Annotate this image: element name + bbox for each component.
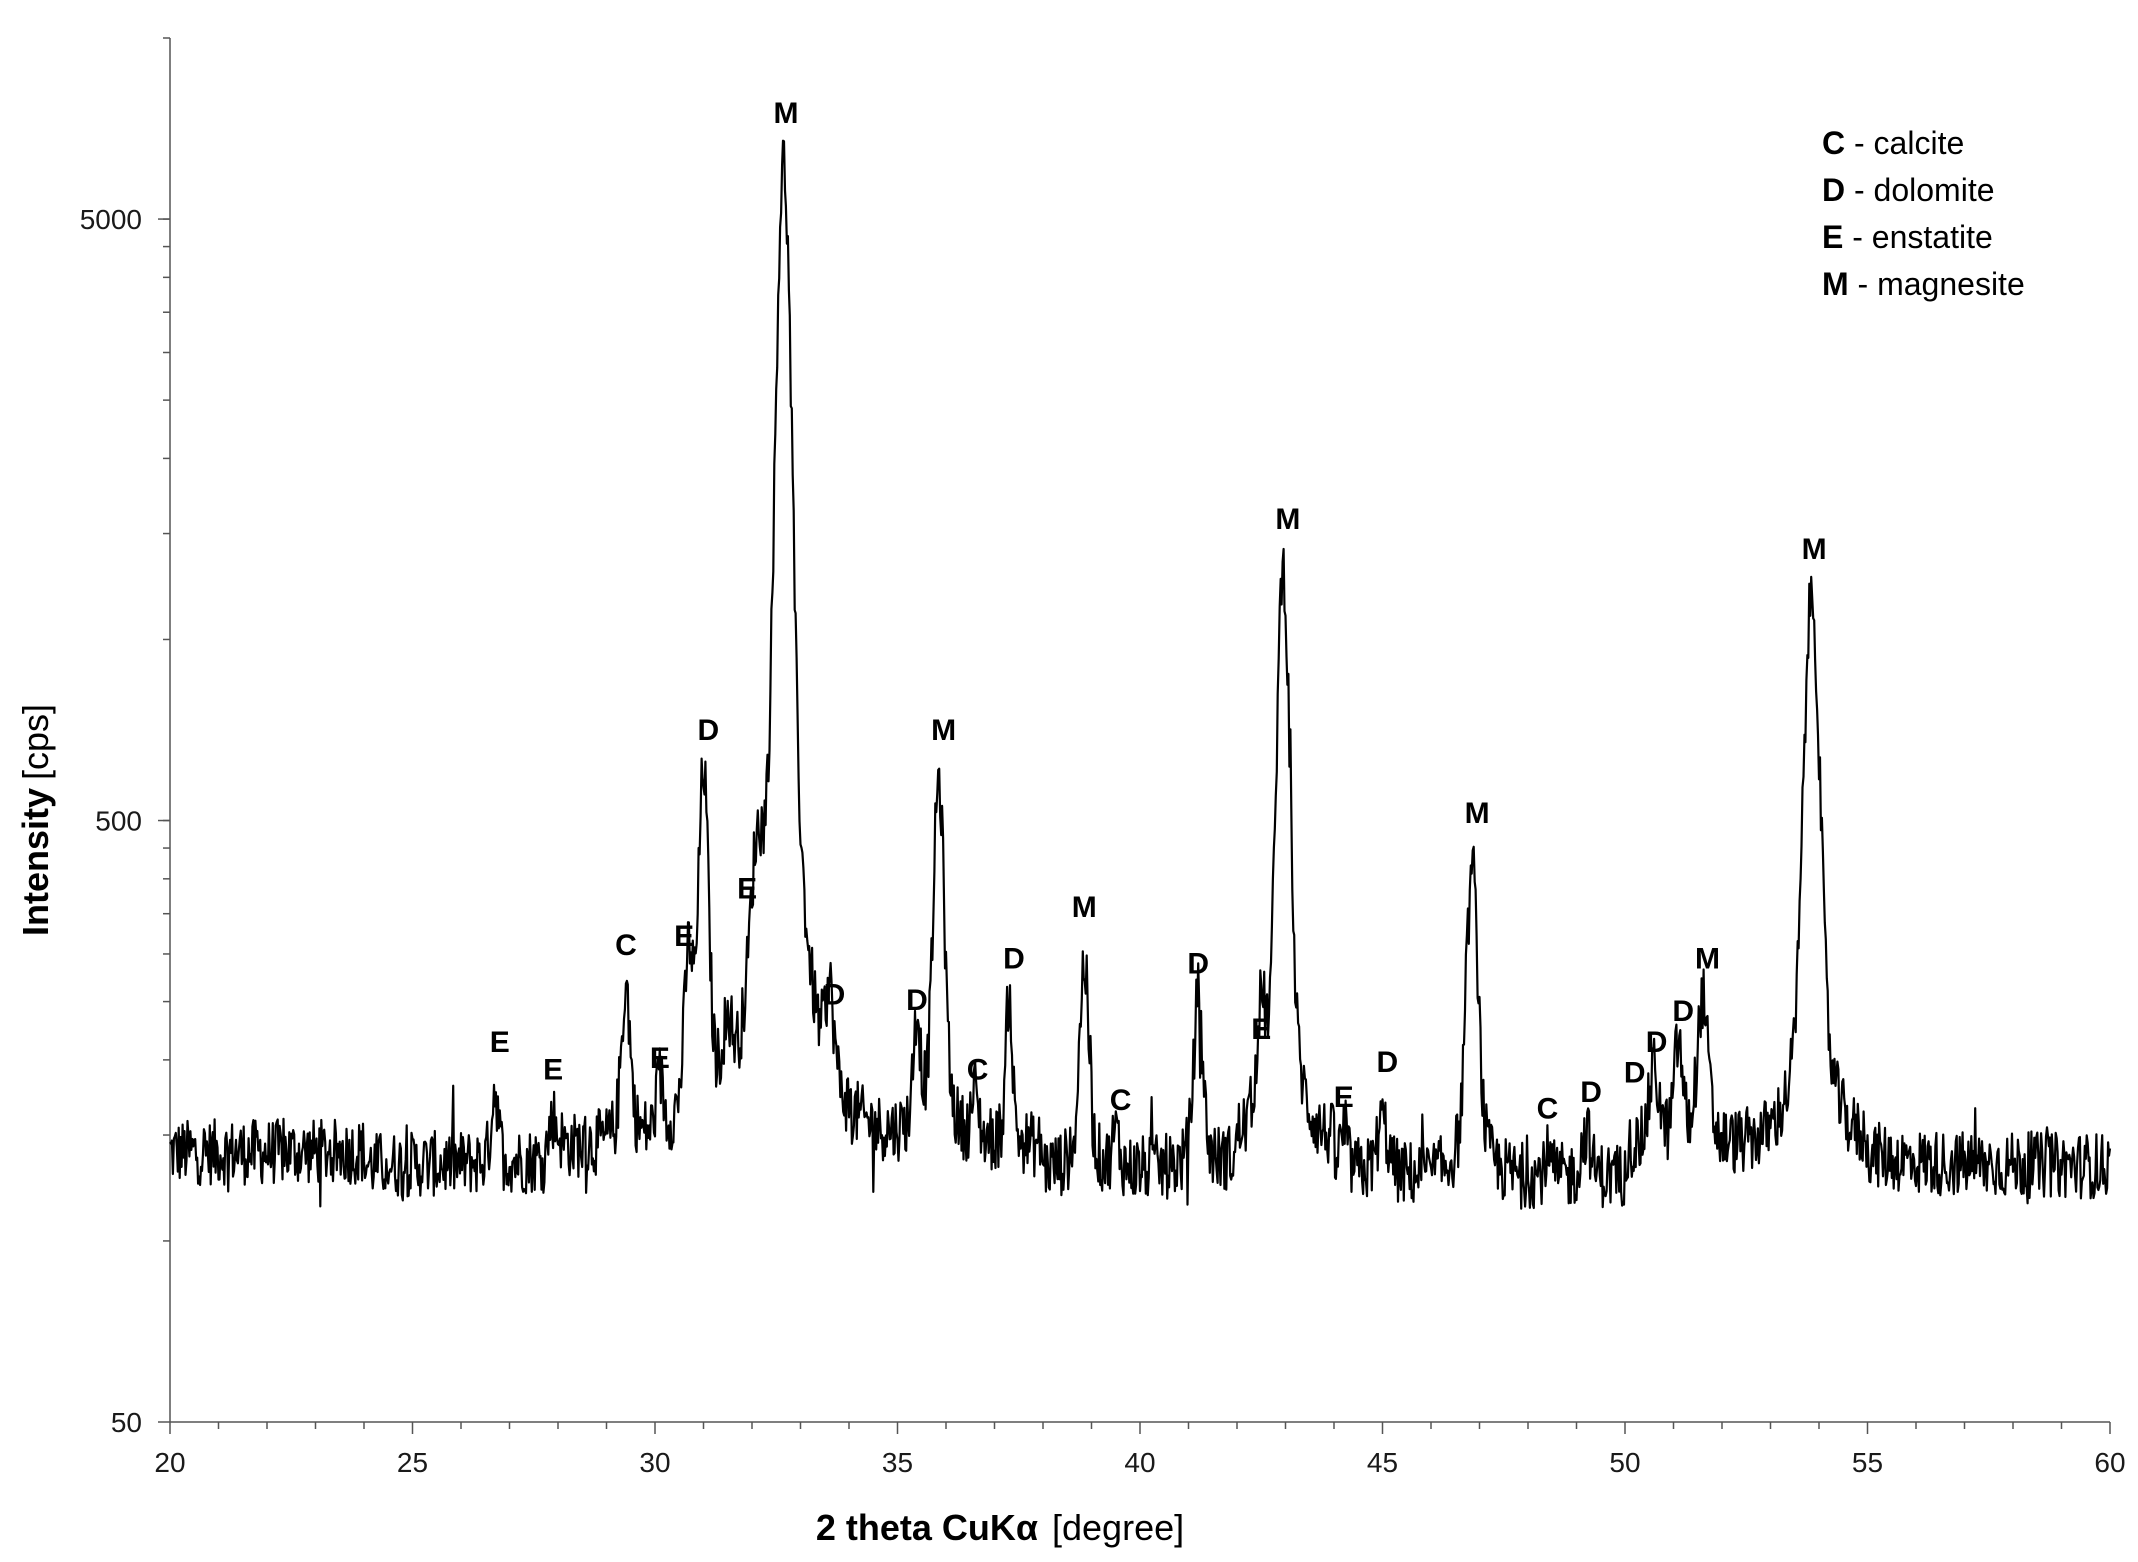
y-tick-label: 500 — [95, 806, 142, 837]
peak-label-D: D — [1377, 1046, 1399, 1079]
axes — [169, 38, 2110, 1423]
peak-label-C: C — [1537, 1092, 1559, 1125]
peak-label-M: M — [931, 714, 956, 747]
y-axis-title: Intensity[cps] — [15, 704, 56, 936]
y-tick-label: 50 — [111, 1407, 142, 1438]
peak-label-C: C — [1110, 1084, 1132, 1117]
legend-entry: C - calcite — [1822, 125, 1964, 161]
peak-label-M: M — [1695, 943, 1720, 976]
legend-entry: E - enstatite — [1822, 219, 1993, 255]
peak-label-E: E — [737, 872, 757, 905]
peak-label-M: M — [773, 97, 798, 130]
peak-label-D: D — [1187, 947, 1209, 980]
diffraction-pattern-line — [169, 139, 2112, 1210]
y-tick-label: 5000 — [80, 204, 142, 235]
peak-label-D: D — [1646, 1026, 1668, 1059]
peak-label-E: E — [490, 1026, 510, 1059]
peak-label-D: D — [1624, 1056, 1646, 1089]
x-tick-label: 45 — [1367, 1447, 1398, 1478]
y-tick-marks — [158, 37, 170, 1423]
peak-label-M: M — [1465, 797, 1490, 830]
peak-label-D: D — [1672, 995, 1694, 1028]
x-tick-label: 50 — [1609, 1447, 1640, 1478]
x-tick-label: 20 — [154, 1447, 185, 1478]
legend: C - calcite D - dolomite E - enstatite M - … — [1822, 125, 2025, 302]
x-axis-title: 2 theta CuKα [degree] — [816, 1507, 1184, 1548]
peak-label-D: D — [824, 978, 846, 1011]
peak-label-E: E — [1251, 1013, 1271, 1046]
peak-label-M: M — [1072, 891, 1097, 924]
x-tick-labels: 20 25 30 35 40 45 50 55 60 — [154, 1447, 2125, 1478]
peak-label-E: E — [1334, 1081, 1354, 1114]
x-tick-marks — [169, 1422, 2111, 1434]
x-tick-label: 55 — [1852, 1447, 1883, 1478]
x-tick-label: 35 — [882, 1447, 913, 1478]
x-tick-label: 60 — [2094, 1447, 2125, 1478]
peak-label-E: E — [674, 920, 694, 953]
peak-label-D: D — [906, 984, 928, 1017]
peak-label-D: D — [1580, 1076, 1602, 1109]
peak-label-C: C — [967, 1053, 989, 1086]
peak-label-D: D — [1003, 943, 1025, 976]
peak-label-E: E — [543, 1053, 563, 1086]
peak-label-D: D — [698, 714, 720, 747]
x-tick-label: 40 — [1124, 1447, 1155, 1478]
x-tick-label: 30 — [639, 1447, 670, 1478]
peak-label-C: C — [615, 929, 637, 962]
legend-entry: D - dolomite — [1822, 172, 1995, 208]
peak-label-M: M — [1275, 503, 1300, 536]
x-tick-label: 25 — [397, 1447, 428, 1478]
peak-label-E: E — [650, 1042, 670, 1075]
legend-entry: M - magnesite — [1822, 266, 2025, 302]
y-tick-labels: 50 500 5000 — [80, 204, 142, 1438]
peak-label-M: M — [1802, 533, 1827, 566]
